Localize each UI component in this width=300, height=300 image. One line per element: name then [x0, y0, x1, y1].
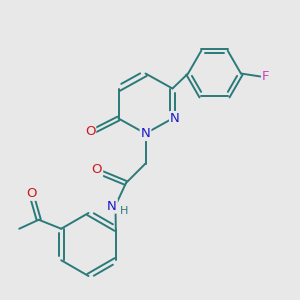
Text: F: F [262, 70, 270, 83]
Text: H: H [120, 206, 128, 217]
Text: N: N [107, 200, 117, 213]
Text: O: O [26, 187, 37, 200]
Text: O: O [92, 163, 102, 176]
Text: N: N [141, 127, 150, 140]
Text: N: N [170, 112, 180, 125]
Text: O: O [85, 125, 95, 138]
